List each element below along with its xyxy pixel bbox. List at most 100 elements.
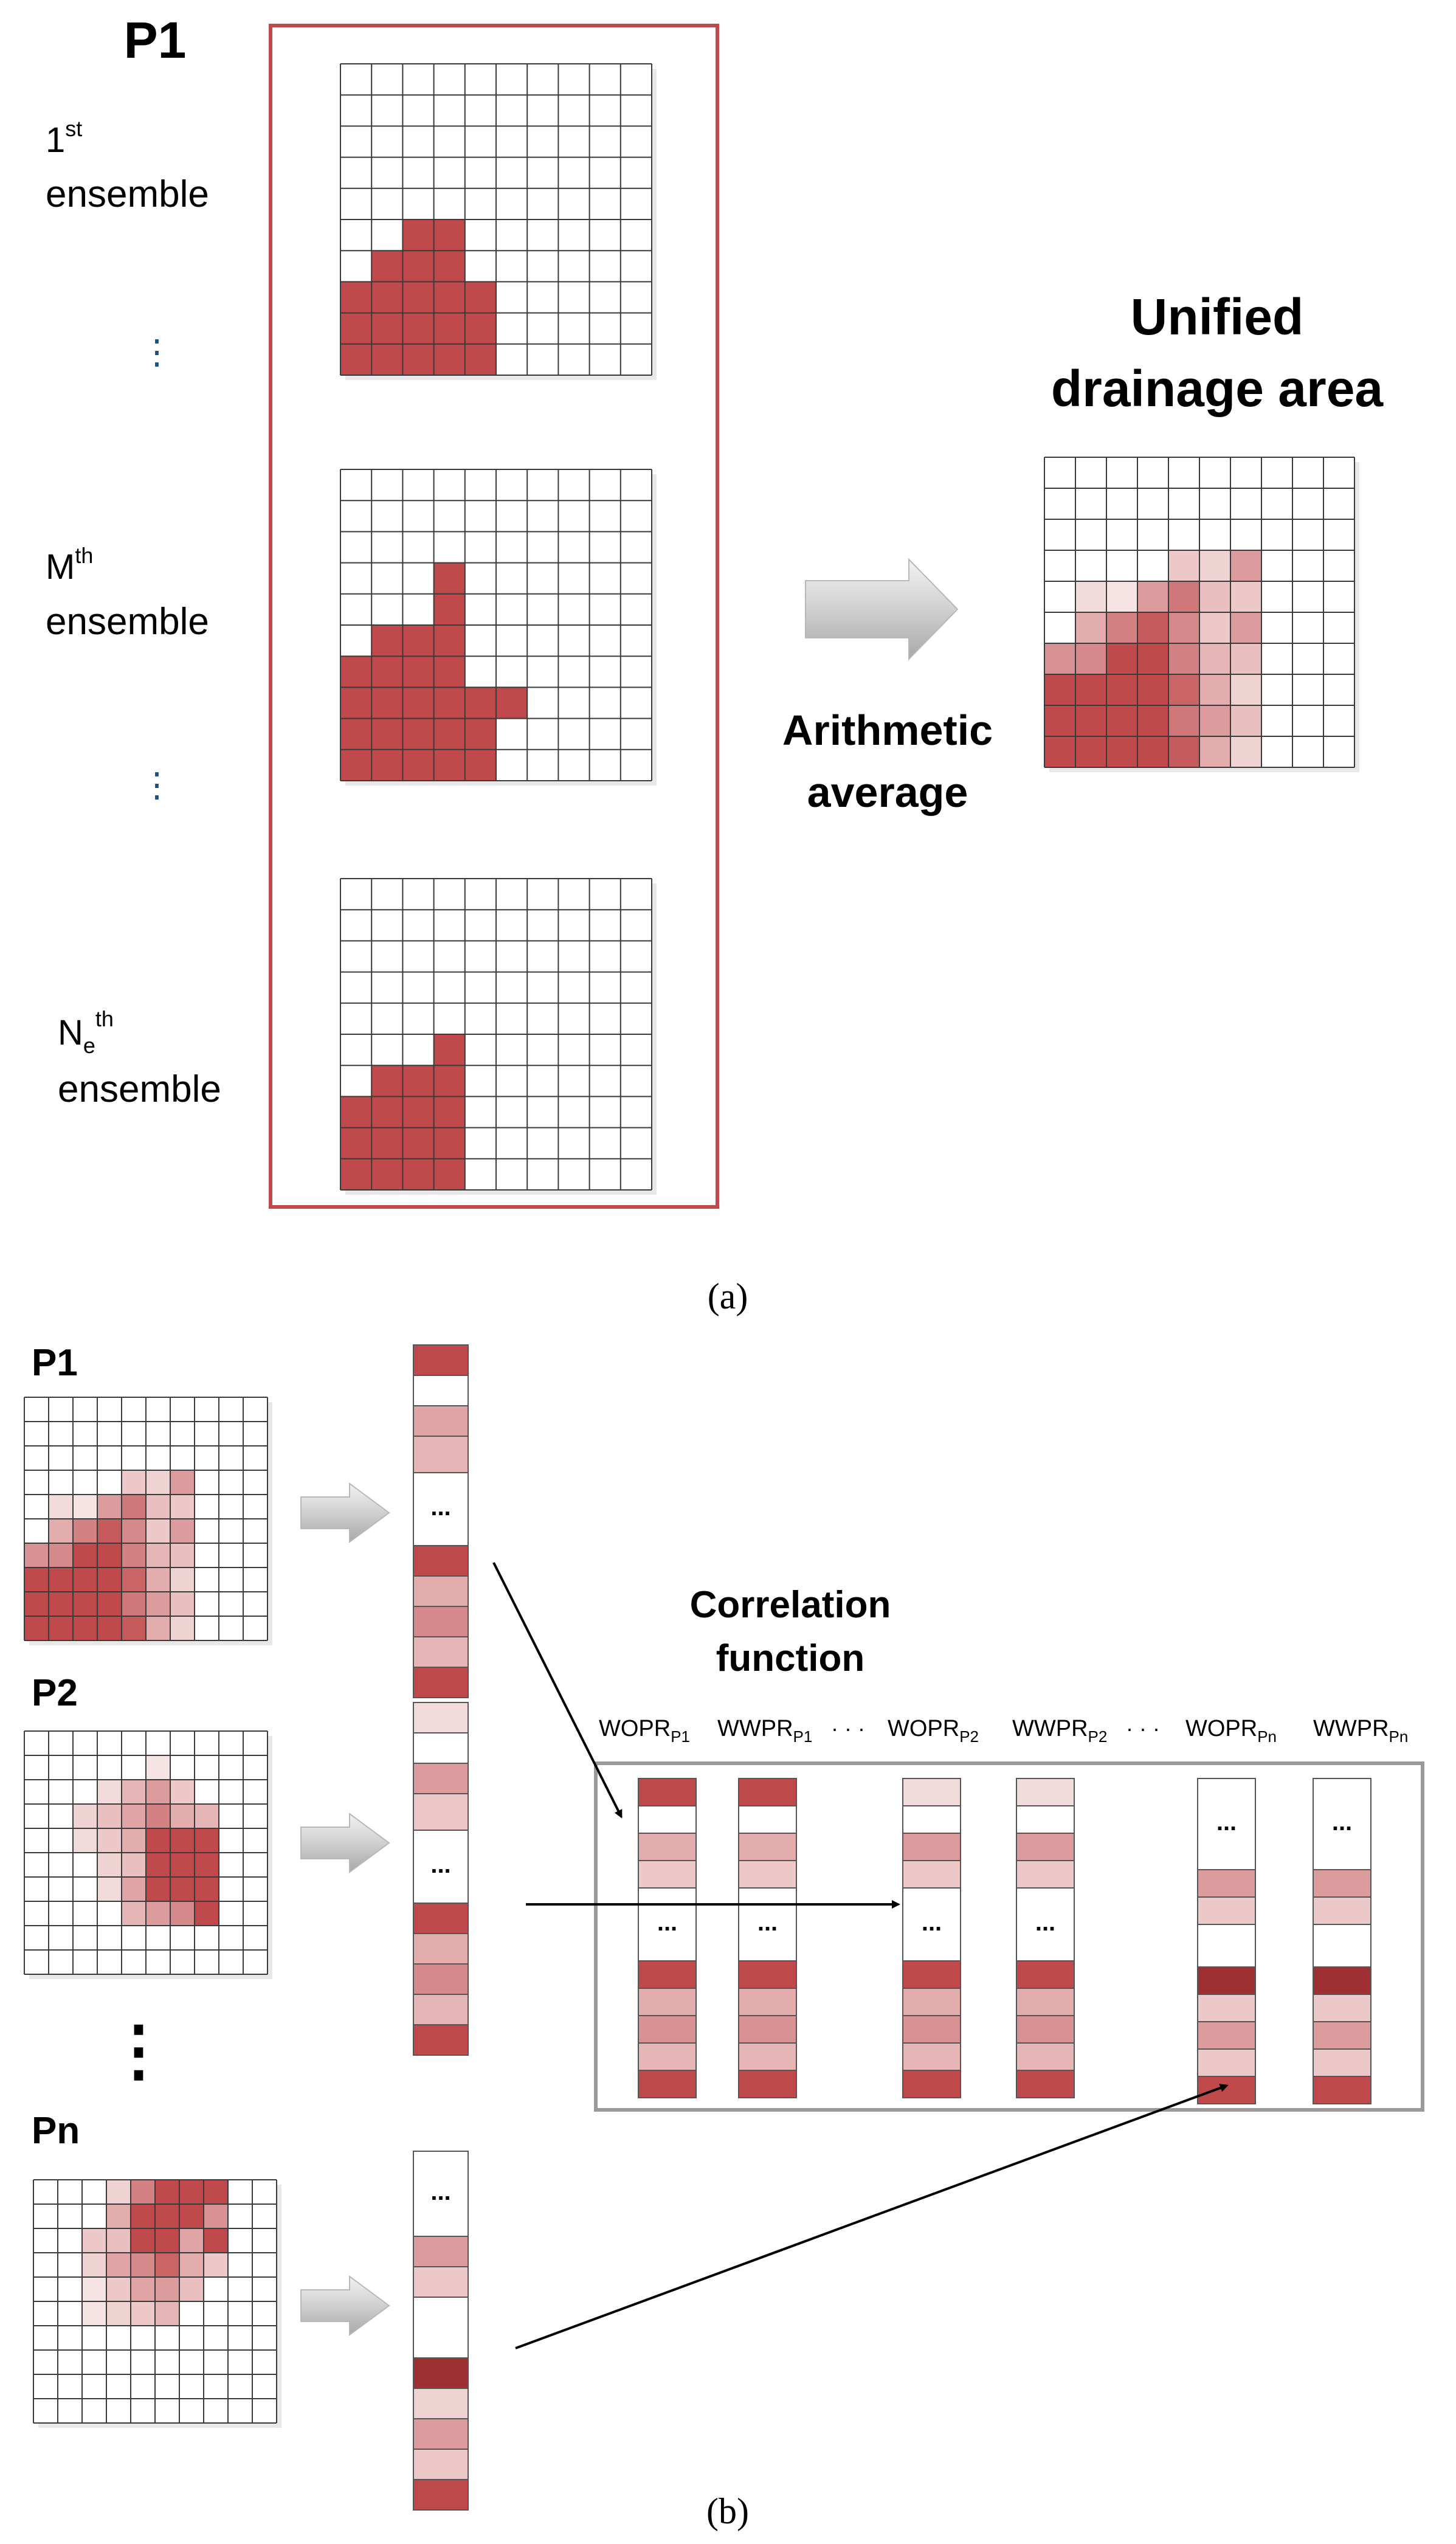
grid-cell: [1137, 674, 1168, 705]
grid-cell: [1168, 612, 1199, 643]
grid-cell: [73, 1519, 97, 1543]
grid-cell: [24, 1592, 49, 1616]
grid-cell: [122, 1543, 146, 1568]
vector-cell: [638, 1833, 697, 1861]
vector-ellipsis: ...: [430, 1494, 450, 1521]
grid-cell: [1044, 674, 1075, 705]
grid-cell: [155, 2204, 179, 2228]
vector-gap-cell: [638, 1805, 697, 1834]
grid-cell: [402, 344, 434, 375]
grid-cell: [73, 1495, 97, 1519]
grid-cell: [340, 749, 372, 781]
grid-cell: [49, 1568, 73, 1592]
grid-cell: [170, 1543, 195, 1568]
vector-cell: [413, 1636, 469, 1668]
vector-gap-cell: [902, 1887, 961, 1962]
connector-arrow-p1: [492, 1562, 623, 1819]
grid-cell: [131, 2253, 155, 2277]
grid-cell: [146, 1804, 170, 1828]
vector-cell: [413, 1994, 469, 2025]
unified-drainage-grid: [1044, 457, 1359, 772]
well-p2-grid: [24, 1730, 272, 1979]
vector-cell: [1197, 1966, 1256, 1995]
vector-cell: [1197, 2076, 1256, 2104]
grid-cell: [146, 1519, 170, 1543]
vector-cell: [902, 2042, 961, 2071]
grid-cell: [106, 2277, 131, 2301]
grid-cell: [146, 1495, 170, 1519]
grid-cell: [106, 2301, 131, 2326]
grid-cell: [402, 1065, 434, 1097]
grid-cell: [97, 1592, 122, 1616]
vector-cell: [902, 1860, 961, 1889]
correlation-label-line2: function: [716, 1637, 865, 1679]
vector-cell: [902, 1960, 961, 1989]
grid-cell: [464, 687, 496, 719]
caption-a: (a): [708, 1276, 748, 1316]
grid-cell: [170, 1616, 195, 1640]
grid-cell: [433, 344, 465, 375]
vector-cell: [1313, 1994, 1371, 2022]
grid-cell: [371, 251, 403, 282]
vector-cell: [413, 1702, 469, 1733]
column-header-base: WOPR: [888, 1716, 959, 1741]
ensemble-n-sup: th: [95, 1006, 114, 1031]
ensemble-label-1: 1st ensemble: [46, 116, 209, 215]
column-header-label: WOPRP1: [599, 1716, 690, 1746]
grid-cell: [1168, 550, 1199, 581]
vector-cell: [738, 1988, 797, 2016]
grid-cell: [371, 1065, 403, 1097]
grid-cell: [433, 562, 465, 594]
grid-cell: [122, 1804, 146, 1828]
vector-gap-cell: [1016, 1887, 1075, 1962]
grid-cell: [122, 1901, 146, 1926]
grid-cell: [179, 2228, 204, 2253]
well-pn-grid: [33, 2179, 281, 2428]
grid-cell: [146, 1877, 170, 1901]
vector-cell: [1016, 1960, 1075, 1989]
vector-ellipsis: ...: [1332, 1809, 1352, 1836]
vector-gap-cell: [413, 1375, 469, 1406]
vector-cell: [413, 2024, 469, 2056]
grid-cell: [49, 1519, 73, 1543]
vector-cell: [1313, 2021, 1371, 2050]
grid-cell: [195, 1853, 219, 1877]
grid-cell: [49, 1495, 73, 1519]
grid-cell: [1199, 581, 1230, 612]
grid-cell: [464, 313, 496, 344]
grid-cell: [1230, 612, 1261, 643]
grid-cell: [146, 1616, 170, 1640]
grid-cell: [433, 282, 465, 313]
grid-cell: [371, 1158, 403, 1190]
ellipsis-a-2: ⋮: [140, 766, 174, 804]
correlation-column-vector: ...: [1197, 1778, 1256, 2104]
result-title-line1: Unified: [1131, 288, 1304, 345]
grid-cell: [402, 313, 434, 344]
vector-cell: [413, 2266, 469, 2298]
column-header-dots: · · ·: [1126, 1716, 1160, 1741]
grid-cell: [170, 1804, 195, 1828]
svg-text:Neth: Neth: [58, 1006, 114, 1058]
grid-cell: [1106, 612, 1137, 643]
vector-gap-cell: [738, 1805, 797, 1834]
grid-cell: [1137, 612, 1168, 643]
grid-cell: [1106, 674, 1137, 705]
well-pn-vector: ...: [413, 2151, 469, 2511]
grid-cell: [433, 1034, 465, 1066]
vector-ellipsis: ...: [430, 2179, 450, 2205]
grid-cell: [371, 1096, 403, 1128]
grid-cell: [433, 625, 465, 657]
grid-cell: [73, 1828, 97, 1853]
vector-cell: [738, 2015, 797, 2044]
grid-cell: [402, 625, 434, 657]
vector-cell: [638, 2042, 697, 2071]
grid-cell: [131, 2277, 155, 2301]
vector-gap-cell: [413, 2297, 469, 2359]
grid-cell: [24, 1568, 49, 1592]
grid-cell: [155, 2301, 179, 2326]
vector-gap-cell: [413, 2151, 469, 2237]
grid-cell: [371, 656, 403, 688]
grid-cell: [433, 1158, 465, 1190]
grid-cell: [146, 1853, 170, 1877]
grid-cell: [82, 2301, 106, 2326]
